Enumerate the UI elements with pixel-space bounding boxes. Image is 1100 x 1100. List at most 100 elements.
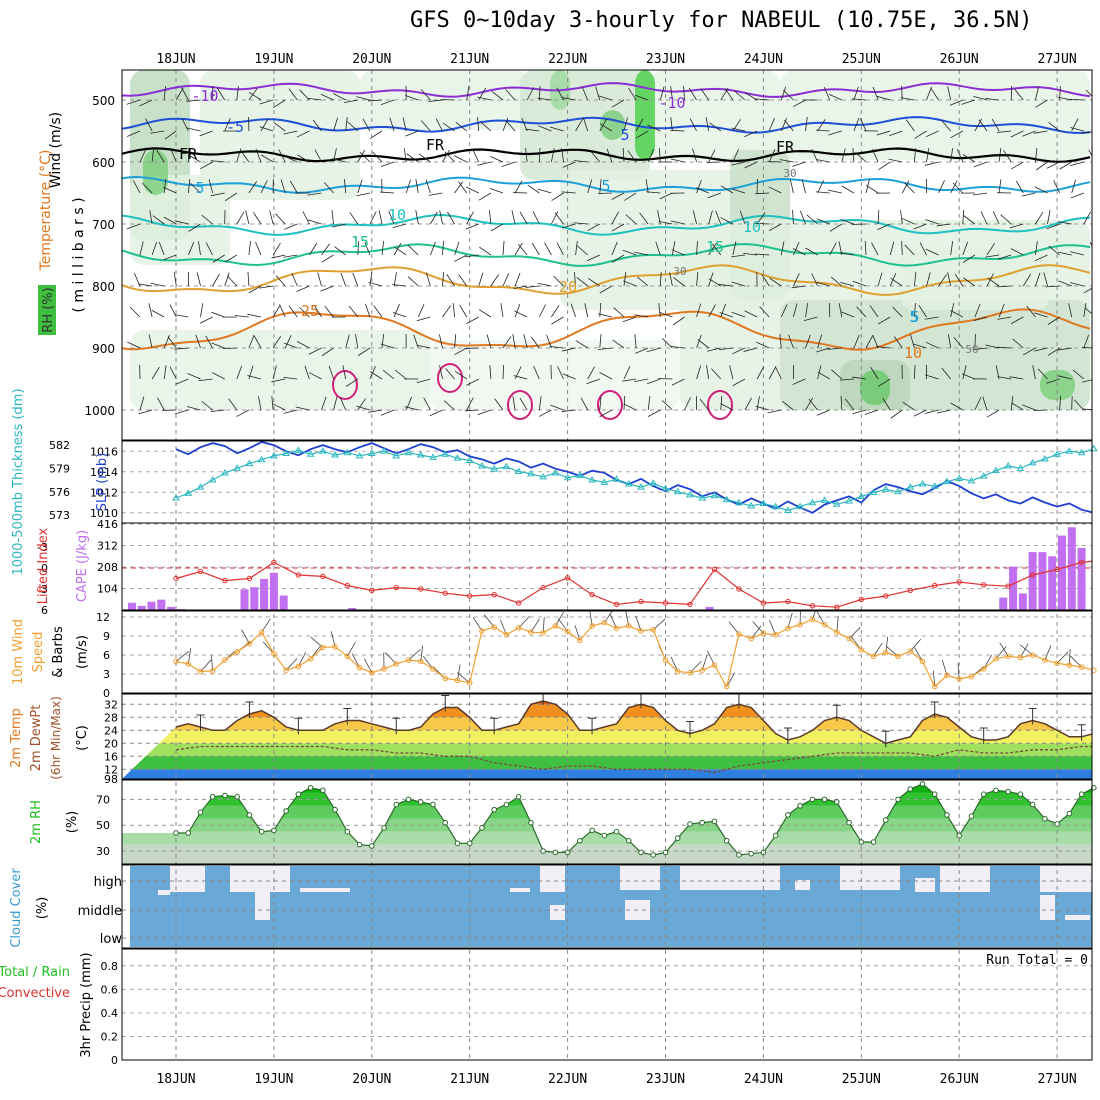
- wind-barb: [438, 334, 443, 349]
- cape-bar: [705, 606, 714, 610]
- thickness-point: [221, 469, 229, 476]
- date-label-bottom: 26JUN: [940, 1072, 979, 1087]
- wind-barb: [890, 409, 903, 419]
- wind-barb: [930, 88, 939, 101]
- wind-barb: [575, 340, 588, 349]
- wind10-point: [993, 656, 999, 662]
- wind-barb: [962, 241, 968, 256]
- cape-bar: [999, 597, 1008, 610]
- wind-barb: [670, 117, 673, 132]
- wind-barb: [756, 212, 766, 225]
- thickness-point: [172, 494, 180, 501]
- wind-barb: [296, 340, 310, 349]
- cape-contour: [507, 390, 533, 420]
- wind-barb: [774, 366, 782, 380]
- wind-barb: [692, 148, 697, 163]
- thickness-point: [930, 482, 939, 489]
- wind10-point: [931, 683, 938, 690]
- wind-barb: [708, 278, 722, 287]
- wind-barb: [962, 210, 965, 225]
- thickness-point: [808, 498, 817, 506]
- wind-barb: [188, 241, 195, 256]
- rh2m-point: [528, 819, 534, 826]
- wind-barb: [882, 397, 891, 411]
- rh2m-point: [919, 781, 926, 787]
- wind-barb: [623, 403, 637, 411]
- cape-tick: 208: [97, 561, 118, 574]
- wind-barb: [502, 117, 509, 132]
- wind-barb: [985, 344, 1000, 349]
- wind-barb: [853, 334, 860, 349]
- rh2m-point: [846, 819, 852, 826]
- wind-barb: [260, 154, 274, 163]
- wind-barb: [472, 149, 480, 163]
- li-tick: 0: [41, 562, 48, 575]
- wind-barb: [1082, 379, 1092, 383]
- wind-barb: [708, 210, 713, 225]
- wind-barb: [454, 155, 467, 163]
- wind-barb: [780, 304, 788, 318]
- wind-barb: [1035, 161, 1048, 171]
- thickness-point: [600, 478, 609, 485]
- wind-barb: [255, 241, 262, 256]
- wind-barb: [357, 347, 371, 356]
- wind-barb: [164, 130, 177, 140]
- thickness-point: [392, 451, 401, 459]
- pressure-tick: 700: [92, 218, 115, 232]
- cloud-label-2: (%): [35, 897, 50, 920]
- wind-barb: [181, 118, 189, 132]
- wind-barb: [295, 406, 310, 411]
- wind-barb: [486, 334, 492, 349]
- thickness-point: [857, 492, 866, 499]
- cloud-gap: [915, 878, 935, 892]
- thickness-point: [404, 448, 413, 456]
- wind-barb: [688, 87, 697, 101]
- wind-barb: [188, 154, 201, 163]
- wind-barb: [554, 212, 564, 225]
- wind10-point: [870, 653, 877, 660]
- wind-barb: [732, 378, 746, 387]
- wind-barb: [357, 241, 360, 256]
- rh2m-point: [674, 835, 681, 841]
- cape-bar: [1009, 566, 1018, 610]
- wind-barb: [320, 285, 334, 292]
- rh2m-point: [711, 818, 718, 825]
- wind-barb: [828, 130, 842, 136]
- wind-barb: [599, 118, 608, 132]
- wind-barb: [755, 405, 770, 411]
- wind-barb: [696, 303, 702, 318]
- rh2m-point: [834, 799, 840, 805]
- wind-barb: [1033, 130, 1048, 134]
- wind-barb: [549, 126, 564, 132]
- wind-barb: [587, 179, 593, 194]
- millibars-axis-label: ( m i l l i b a r s ): [71, 197, 87, 312]
- wind-barb: [406, 153, 419, 163]
- wind-barb: [720, 396, 723, 411]
- rh2m-point: [1017, 791, 1024, 798]
- wind-barb: [167, 336, 177, 349]
- pressure-tick: 900: [92, 342, 115, 356]
- wind-barb: [1082, 131, 1092, 134]
- lifted-index-point: [344, 582, 351, 589]
- rh2m-point: [760, 849, 767, 856]
- rh2m-point: [442, 819, 449, 826]
- thickness-point: [465, 456, 474, 464]
- rh2m-point: [785, 812, 791, 818]
- isotherm-neg10: [122, 82, 1091, 98]
- contour-label: 50: [965, 343, 978, 356]
- wind-barb: [150, 282, 165, 287]
- temp-band: [122, 769, 1092, 779]
- wind-barb: [364, 241, 371, 256]
- wind-barb: [1083, 287, 1092, 294]
- wind-barb: [876, 95, 891, 101]
- wind-barb: [519, 397, 528, 411]
- wind-barb: [537, 97, 552, 101]
- thickness-point: [881, 485, 890, 492]
- wind-barb: [805, 397, 813, 411]
- wind-barb: [952, 182, 964, 194]
- wind-barb: [307, 192, 322, 196]
- lifted-index-point: [442, 590, 448, 596]
- thickness-point: [698, 494, 707, 501]
- rh2m-point: [858, 839, 865, 845]
- wind-barb: [514, 303, 521, 318]
